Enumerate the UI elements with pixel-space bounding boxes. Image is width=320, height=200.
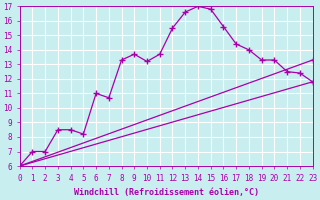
X-axis label: Windchill (Refroidissement éolien,°C): Windchill (Refroidissement éolien,°C): [74, 188, 259, 197]
